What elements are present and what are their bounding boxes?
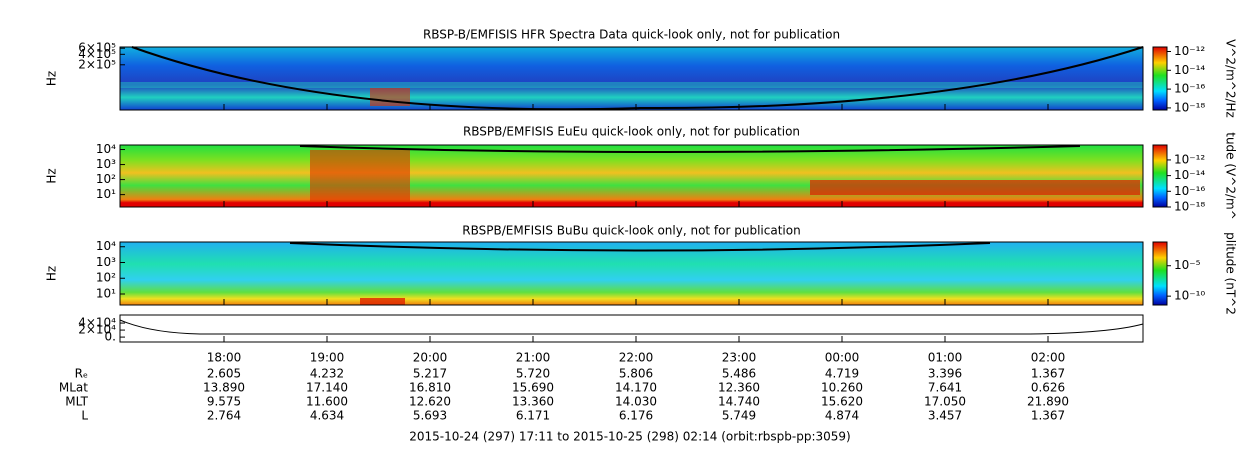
panel-title: RBSP-B/EMFISIS HFR Spectra Data quick-lo… [423, 28, 840, 42]
x-tick-label: 18:00 [207, 351, 242, 365]
ephemeris-value: 1.367 [1031, 367, 1065, 381]
y-tick-label: 10² [96, 172, 116, 186]
ephemeris-value: 17.050 [924, 395, 966, 409]
x-tick-label: 21:00 [516, 351, 551, 365]
y-tick-label: 4×10⁴ [78, 316, 116, 330]
y-tick-label: 10⁴ [96, 239, 116, 253]
ephemeris-value: 4.874 [825, 409, 859, 423]
panel-title: RBSPB/EMFISIS BuBu quick-look only, not … [462, 224, 800, 238]
colorbar-label: V^2/m^2/Hz [1224, 39, 1238, 118]
colorbar-tick-label: 10⁻¹⁰ [1174, 289, 1205, 303]
footer: 2015-10-24 (297) 17:11 to 2015-10-25 (29… [409, 430, 850, 444]
ephemeris-value: 4.634 [310, 409, 344, 423]
ephemeris-value: 5.749 [722, 409, 756, 423]
ephemeris-value: 5.486 [722, 367, 756, 381]
y-tick-label: 2×10⁵ [78, 57, 116, 71]
x-tick-label: 22:00 [619, 351, 654, 365]
y-tick-label: 10³ [96, 157, 116, 171]
colorbar-label: tude (V^2/m^ [1224, 132, 1238, 220]
ephemeris-value: 5.806 [619, 367, 653, 381]
ephemeris-value: 12.620 [409, 395, 451, 409]
colorbar-tick-label: 10⁻¹² [1174, 152, 1205, 166]
y-axis-label: Hz [45, 71, 59, 86]
ephemeris-value: 9.575 [207, 395, 241, 409]
colorbar-tick-label: 10⁻¹⁸ [1174, 100, 1205, 114]
ephemeris-value: 16.810 [409, 381, 451, 395]
panel-title: RBSPB/EMFISIS EuEu quick-look only, not … [463, 125, 800, 139]
x-tick-label: 19:00 [310, 351, 345, 365]
colorbar-tick-label: 10⁻¹⁴ [1174, 63, 1205, 77]
ephemeris-value: 5.720 [516, 367, 550, 381]
y-tick-label: 10² [96, 271, 116, 285]
ephemeris-value: 15.620 [821, 395, 863, 409]
ephemeris-value: 6.171 [516, 409, 550, 423]
ephemeris-value: 14.030 [615, 395, 657, 409]
ephemeris-value: 17.140 [306, 381, 348, 395]
ephemeris-value: 3.396 [928, 367, 962, 381]
ephemeris-value: 6.176 [619, 409, 653, 423]
colorbar-label: plitude (nT^2 [1224, 232, 1238, 315]
ephemeris-value: 13.360 [512, 395, 554, 409]
colorbar-tick-label: 10⁻¹⁶ [1174, 184, 1205, 198]
colorbar-tick-label: 10⁻¹⁶ [1174, 82, 1205, 96]
ephemeris-label: L [81, 409, 88, 423]
y-tick-label: 10¹ [96, 187, 116, 201]
ephemeris-value: 5.693 [413, 409, 447, 423]
ephemeris-value: 2.764 [207, 409, 241, 423]
y-tick-label: 2×10⁴ [78, 323, 116, 337]
x-tick-label: 00:00 [825, 351, 860, 365]
ephemeris-label: MLT [65, 395, 88, 409]
x-tick-label: 01:00 [928, 351, 963, 365]
ephemeris-label: Rₑ [75, 367, 88, 381]
ephemeris-value: 4.719 [825, 367, 859, 381]
colorbar-tick-label: 10⁻¹⁴ [1174, 168, 1205, 182]
ephemeris-value: 10.260 [821, 381, 863, 395]
ephemeris-value: 1.367 [1031, 409, 1065, 423]
ephemeris-value: 3.457 [928, 409, 962, 423]
x-tick-label: 02:00 [1031, 351, 1066, 365]
y-tick-label: 10¹ [96, 286, 116, 300]
ephemeris-value: 14.170 [615, 381, 657, 395]
ephemeris-value: 12.360 [718, 381, 760, 395]
colorbar-tick-label: 10⁻⁵ [1174, 258, 1201, 272]
x-tick-label: 20:00 [413, 351, 448, 365]
ephemeris-value: 11.600 [306, 395, 348, 409]
y-tick-label: 10⁴ [96, 142, 116, 156]
y-tick-label: 10³ [96, 255, 116, 269]
y-tick-label: 0. [105, 330, 116, 344]
ephemeris-label: MLat [59, 381, 88, 395]
ephemeris-value: 2.605 [207, 367, 241, 381]
ephemeris-value: 13.890 [203, 381, 245, 395]
x-tick-label: 23:00 [722, 351, 757, 365]
ephemeris-value: 5.217 [413, 367, 447, 381]
ephemeris-value: 0.626 [1031, 381, 1065, 395]
y-tick-label: 6×10⁵ [78, 41, 116, 55]
ephemeris-value: 21.890 [1027, 395, 1069, 409]
y-axis-label: Hz [45, 168, 59, 183]
ephemeris-value: 7.641 [928, 381, 962, 395]
y-tick-label: 4×10⁵ [78, 47, 116, 61]
colorbar-tick-label: 10⁻¹⁸ [1174, 200, 1205, 214]
ephemeris-value: 14.740 [718, 395, 760, 409]
y-axis-label: Hz [45, 266, 59, 281]
colorbar-tick-label: 10⁻¹² [1174, 44, 1205, 58]
ephemeris-value: 4.232 [310, 367, 344, 381]
ephemeris-value: 15.690 [512, 381, 554, 395]
